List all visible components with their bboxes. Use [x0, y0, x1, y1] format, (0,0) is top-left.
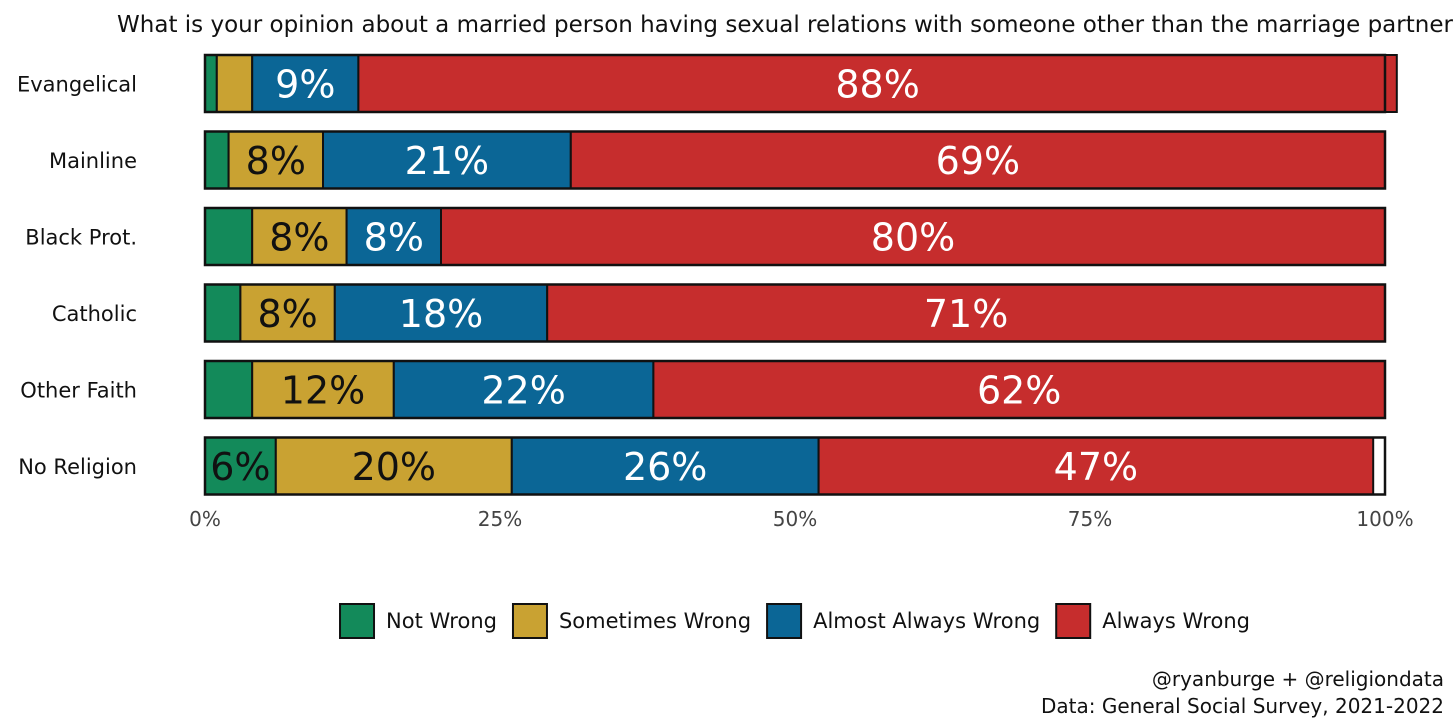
- legend-swatch: [1055, 603, 1092, 639]
- legend-label: Not Wrong: [386, 609, 497, 633]
- data-label: 62%: [977, 369, 1061, 413]
- legend-swatch: [766, 603, 803, 639]
- data-label: 88%: [835, 63, 919, 107]
- bar-outline: [203, 436, 1387, 496]
- bar-segment-not-wrong: [204, 130, 230, 190]
- data-label: 20%: [352, 445, 436, 489]
- data-label: 71%: [924, 292, 1008, 336]
- x-tick-label: 50%: [773, 507, 817, 531]
- legend-item-almost-always-wrong: Almost Always Wrong: [766, 603, 1040, 639]
- data-label: 80%: [871, 216, 955, 260]
- bar-row-black-prot: Black Prot. 8% 8% 80%: [25, 206, 1387, 267]
- category-label: Catholic: [52, 302, 137, 326]
- bar-segment-almost-always-wrong: [392, 360, 655, 419]
- data-label: 8%: [246, 139, 306, 183]
- data-label: 6%: [210, 445, 270, 489]
- bar-segment-always-wrong: [546, 283, 1386, 343]
- bar-segment-not-wrong: [204, 207, 254, 266]
- bar-outline: [203, 283, 1387, 343]
- legend: Not Wrong Sometimes Wrong Almost Always Wr…: [339, 603, 1250, 639]
- legend-label: Sometimes Wrong: [559, 609, 751, 633]
- bar-segment-not-wrong: [204, 360, 254, 419]
- bar-segment-sometimes-wrong: [251, 207, 348, 266]
- bar-row-catholic: Catholic 8% 18% 71%: [52, 283, 1387, 343]
- x-tick-label: 25%: [478, 507, 522, 531]
- bar-row-other-faith: Other Faith 12% 22% 62%: [20, 359, 1387, 420]
- x-axis: 0% 25% 50% 75% 100%: [189, 507, 1413, 531]
- legend-swatch: [511, 603, 548, 639]
- category-label: Evangelical: [17, 73, 137, 97]
- bar-segment-almost-always-wrong: [322, 130, 572, 190]
- category-label: No Religion: [18, 455, 137, 479]
- data-label: 18%: [399, 292, 483, 336]
- bar-outline: [203, 53, 1387, 114]
- data-label: 8%: [257, 292, 317, 336]
- bar-row-evangelical: Evangelical 9% 88%: [17, 53, 1398, 114]
- bar-segment-always-wrong: [357, 54, 1398, 113]
- bar-segment-not-wrong: [204, 54, 218, 113]
- data-label: 21%: [405, 139, 489, 183]
- legend-item-not-wrong: Not Wrong: [339, 603, 497, 639]
- bar-segment-not-wrong: [204, 283, 242, 343]
- data-label: 8%: [364, 216, 424, 260]
- bar-outline: [203, 206, 1387, 267]
- x-tick-label: 100%: [1356, 507, 1413, 531]
- bar-row-no-religion: No Religion 6% 20% 26% 47%: [18, 436, 1387, 496]
- category-label: Black Prot.: [25, 226, 137, 250]
- data-label: 12%: [281, 369, 365, 413]
- data-label: 8%: [269, 216, 329, 260]
- bar-segment-sometimes-wrong: [274, 436, 513, 496]
- caption-handles: @ryanburge + @religiondata: [1152, 667, 1444, 691]
- bar-segment-almost-always-wrong: [345, 207, 443, 266]
- legend-item-always-wrong: Always Wrong: [1055, 603, 1250, 639]
- data-label: 26%: [623, 445, 707, 489]
- bar-outline: [203, 130, 1387, 190]
- bar-rows: Evangelical 9% 88% Mainline 8% 21% 69% Black Pr…: [17, 53, 1398, 496]
- bar-segment-almost-always-wrong: [251, 54, 360, 113]
- legend-label: Always Wrong: [1102, 609, 1250, 633]
- bar-outline: [203, 359, 1387, 420]
- bar-segment-always-wrong: [652, 360, 1386, 419]
- legend-item-sometimes-wrong: Sometimes Wrong: [511, 603, 751, 639]
- bar-segment-sometimes-wrong: [251, 360, 395, 419]
- category-label: Other Faith: [20, 379, 137, 403]
- bar-segment-almost-always-wrong: [510, 436, 820, 496]
- bar-row-mainline: Mainline 8% 21% 69%: [49, 130, 1387, 190]
- data-label: 22%: [481, 369, 565, 413]
- caption-source: Data: General Social Survey, 2021-2022: [1041, 694, 1444, 718]
- data-label: 47%: [1054, 445, 1138, 489]
- chart-title: What is your opinion about a married per…: [117, 12, 1453, 38]
- x-tick-label: 0%: [189, 507, 221, 531]
- legend-label: Almost Always Wrong: [813, 609, 1040, 633]
- data-label: 69%: [936, 139, 1020, 183]
- bar-segment-sometimes-wrong: [215, 54, 254, 113]
- category-label: Mainline: [49, 149, 137, 173]
- x-tick-label: 75%: [1068, 507, 1112, 531]
- legend-swatch: [339, 603, 376, 639]
- data-label: 9%: [275, 63, 335, 107]
